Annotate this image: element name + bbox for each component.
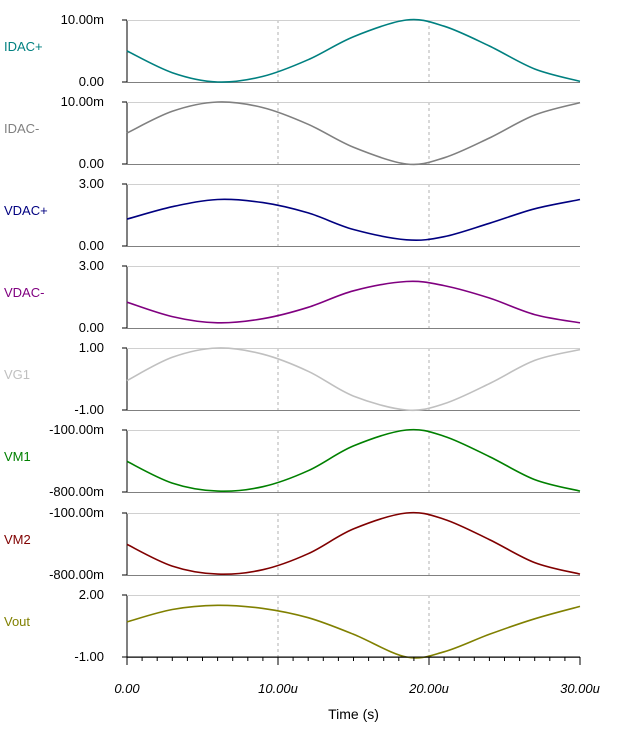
series-line <box>126 428 581 493</box>
series-label: VDAC- <box>4 285 44 300</box>
series-label: Vout <box>4 614 30 629</box>
series-line <box>126 347 581 412</box>
x-tick-label: 10.00u <box>258 681 298 696</box>
y-tick-label: -1.00 <box>74 402 104 417</box>
y-tick-label: 3.00 <box>79 176 104 191</box>
y-tick-label: 0.00 <box>79 238 104 253</box>
series-line <box>126 198 581 242</box>
y-tick-label: -100.00m <box>49 422 104 437</box>
series-line <box>126 18 581 83</box>
series-line <box>126 511 581 576</box>
y-tick-label: 2.00 <box>79 587 104 602</box>
series-label: IDAC+ <box>4 39 43 54</box>
y-tick-label: 1.00 <box>79 340 104 355</box>
y-tick-label: -100.00m <box>49 505 104 520</box>
y-tick-label: -1.00 <box>74 649 104 664</box>
series-label: VM2 <box>4 532 31 547</box>
y-tick-label: 10.00m <box>61 94 104 109</box>
x-tick-label: 20.00u <box>408 681 449 696</box>
x-tick-label: 30.00u <box>560 681 600 696</box>
y-tick-label: -800.00m <box>49 484 104 499</box>
y-tick-label: 0.00 <box>79 156 104 171</box>
series-line <box>126 101 581 166</box>
series-label: VG1 <box>4 367 30 382</box>
series-label: IDAC- <box>4 121 39 136</box>
series-line <box>126 280 581 324</box>
y-tick-label: 10.00m <box>61 12 104 27</box>
series-label: VDAC+ <box>4 203 48 218</box>
y-tick-label: 3.00 <box>79 258 104 273</box>
series-label: VM1 <box>4 449 31 464</box>
y-tick-label: 0.00 <box>79 320 104 335</box>
series-line <box>126 604 581 659</box>
x-tick-label: 0.00 <box>114 681 140 696</box>
y-tick-label: -800.00m <box>49 567 104 582</box>
x-axis-label: Time (s) <box>328 706 379 722</box>
y-tick-label: 0.00 <box>79 74 104 89</box>
